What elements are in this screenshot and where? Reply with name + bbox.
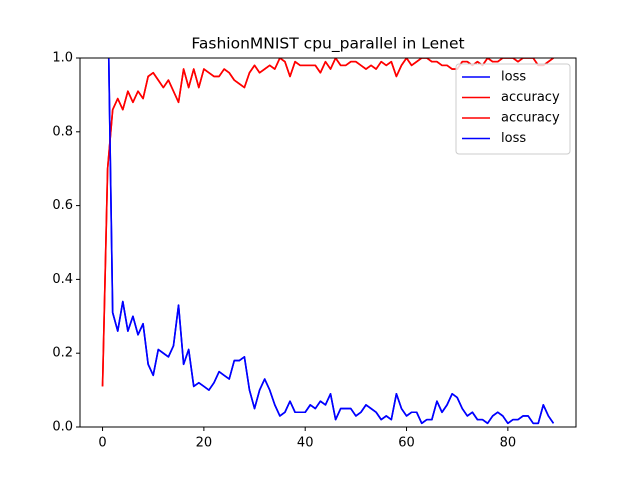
x-tick-label: 60 <box>398 436 415 451</box>
series-line <box>107 58 555 425</box>
legend-label: loss <box>501 131 526 146</box>
x-tick-label: 0 <box>98 436 106 451</box>
y-tick-label: 0.2 <box>52 346 73 361</box>
x-tick-label: 20 <box>196 436 213 451</box>
x-tick-label: 40 <box>297 436 314 451</box>
y-tick-label: 0.0 <box>52 420 73 435</box>
legend-box <box>455 63 571 155</box>
series-line <box>101 58 554 387</box>
legend-label: accuracy <box>501 111 560 126</box>
axes-frame <box>79 57 577 428</box>
plot-area <box>101 58 555 425</box>
x-tick-label: 80 <box>500 436 517 451</box>
y-tick-label: 0.8 <box>52 124 73 139</box>
y-tick-label: 0.6 <box>52 198 73 213</box>
y-tick-label: 0.4 <box>52 272 73 287</box>
legend-label: accuracy <box>501 90 560 105</box>
chart-title: FashionMNIST cpu_parallel in Lenet <box>191 35 464 54</box>
legend: loss accuracy accuracy loss <box>455 63 571 155</box>
y-tick-label: 1.0 <box>52 51 73 66</box>
legend-label: loss <box>501 70 526 85</box>
series-line <box>107 58 555 425</box>
